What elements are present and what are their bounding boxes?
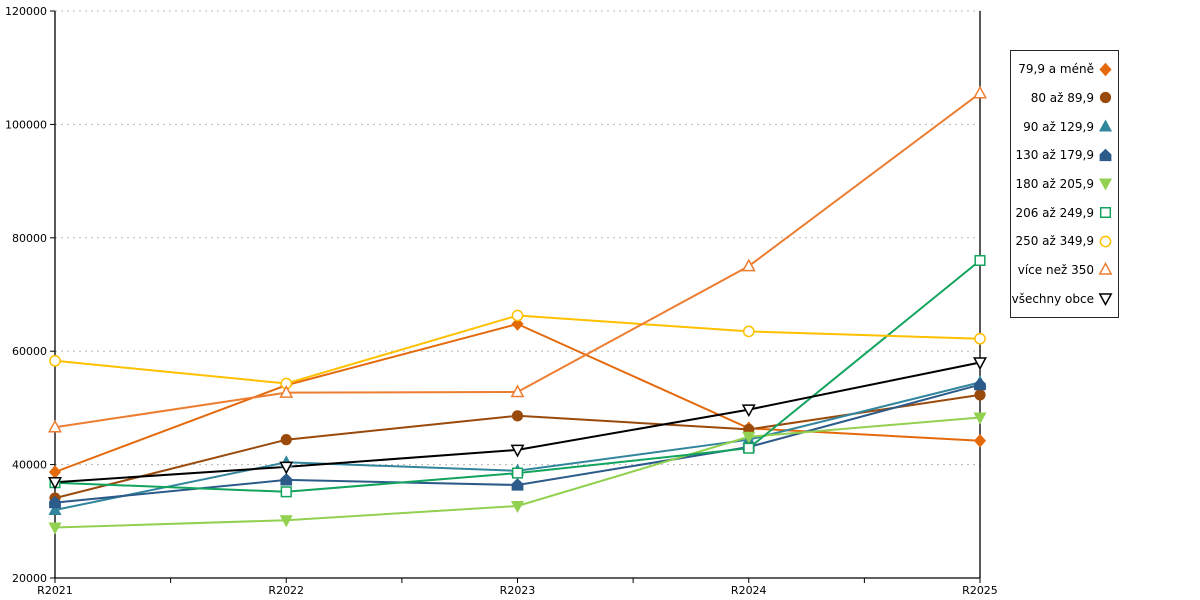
diamond-marker-icon (1099, 62, 1112, 77)
legend-item: 79,9 a méně (1014, 62, 1113, 77)
square-legend-icon (1099, 207, 1112, 219)
legend-item: všechny obce (1011, 291, 1113, 307)
diamond-marker-icon (511, 317, 524, 331)
triangle-down-marker-icon (1098, 293, 1113, 307)
square-marker-icon (1099, 207, 1112, 219)
chart-legend: 79,9 a méně 80 až 89,9 90 až 129,9 130 až 1… (1010, 50, 1119, 318)
triangle-up-marker-icon (48, 502, 62, 515)
triangle-up-marker-icon (1098, 119, 1113, 132)
triangle-down-marker-icon (741, 404, 756, 418)
legend-label: 180 až 205,9 (1015, 176, 1094, 191)
y-axis-label: 80000 (12, 232, 47, 245)
pentagon-marker-icon (511, 478, 524, 491)
circle-marker-icon (49, 354, 61, 367)
legend-item: 250 až 349,9 (1014, 234, 1113, 249)
diamond-legend-icon (1099, 62, 1112, 77)
triangle-down-marker-icon (742, 431, 756, 444)
y-axis-label: 60000 (12, 345, 47, 358)
triangle-up-marker-icon (279, 385, 294, 398)
pentagon-marker-icon (280, 473, 293, 486)
legend-label: 79,9 a méně (1018, 62, 1094, 77)
circle-marker-icon (280, 434, 292, 446)
triangle-down-marker-icon (48, 476, 62, 490)
legend-item: 130 až 179,9 (1014, 148, 1113, 163)
circle-marker-icon (974, 332, 986, 345)
pentagon-marker-icon (974, 378, 986, 391)
circle-marker-icon (974, 389, 986, 401)
legend-item: více než 350 (1014, 262, 1113, 277)
triangle-down-marker-icon (279, 461, 294, 475)
pentagon-legend-icon (1099, 148, 1112, 161)
triangle-down-marker-icon (1098, 178, 1113, 192)
legend-label: všechny obce (1011, 291, 1094, 306)
legend-item: 206 až 249,9 (1014, 205, 1113, 220)
triangle-down-marker-icon (973, 412, 987, 425)
legend-label: 130 až 179,9 (1015, 148, 1094, 163)
legend-label: 80 až 89,9 (1030, 90, 1094, 105)
triangle-down-marker-icon (510, 444, 525, 458)
legend-label: 206 až 249,9 (1015, 205, 1094, 220)
diamond-marker-icon (973, 434, 987, 448)
y-axis-label: 100000 (5, 118, 47, 131)
legend-item: 90 až 129,9 (1014, 119, 1113, 134)
circle-marker-icon (511, 410, 524, 422)
y-axis-label: 40000 (12, 459, 47, 472)
triangle-up-marker-icon (973, 85, 987, 99)
x-axis-label: R2025 (962, 584, 998, 597)
pentagon-marker-icon (1099, 148, 1112, 161)
circle-marker-icon (1099, 92, 1112, 104)
circle-marker-icon (742, 325, 755, 338)
x-axis-label: R2021 (37, 584, 73, 597)
circle-marker-icon (511, 309, 524, 322)
square-marker-icon (280, 486, 292, 498)
triangle-up-marker-icon (510, 384, 525, 398)
triangle-up-marker-icon (48, 419, 62, 433)
legend-label: 90 až 129,9 (1023, 119, 1094, 134)
circle-marker-icon (1099, 235, 1112, 248)
triangle-up-marker-icon (741, 258, 756, 272)
y-axis-label: 120000 (5, 5, 47, 18)
legend-label: více než 350 (1017, 262, 1094, 277)
pentagon-marker-icon (49, 495, 61, 509)
circle-legend-icon (1099, 92, 1112, 104)
triangle-up-legend-icon (1098, 119, 1113, 132)
legend-item: 180 až 205,9 (1014, 176, 1113, 192)
diamond-marker-icon (48, 465, 62, 479)
x-axis-label: R2023 (500, 584, 536, 597)
triangle-up-legend-icon (1098, 262, 1113, 276)
x-axis-label: R2024 (731, 584, 767, 597)
triangle-down-marker-icon (279, 515, 293, 528)
legend-item: 80 až 89,9 (1014, 90, 1113, 105)
y-axis-label: 20000 (12, 572, 47, 585)
square-marker-icon (974, 254, 986, 267)
legend-label: 250 až 349,9 (1015, 234, 1094, 249)
series-line (54, 92, 981, 429)
square-marker-icon (511, 467, 524, 479)
triangle-down-legend-icon (1098, 178, 1113, 192)
triangle-down-legend-icon (1098, 293, 1113, 307)
triangle-down-marker-icon (510, 501, 525, 514)
triangle-up-marker-icon (1098, 262, 1113, 276)
circle-legend-icon (1099, 235, 1112, 248)
triangle-down-marker-icon (48, 522, 62, 535)
x-axis-label: R2022 (268, 584, 304, 597)
triangle-down-marker-icon (973, 357, 987, 371)
square-marker-icon (743, 442, 755, 454)
